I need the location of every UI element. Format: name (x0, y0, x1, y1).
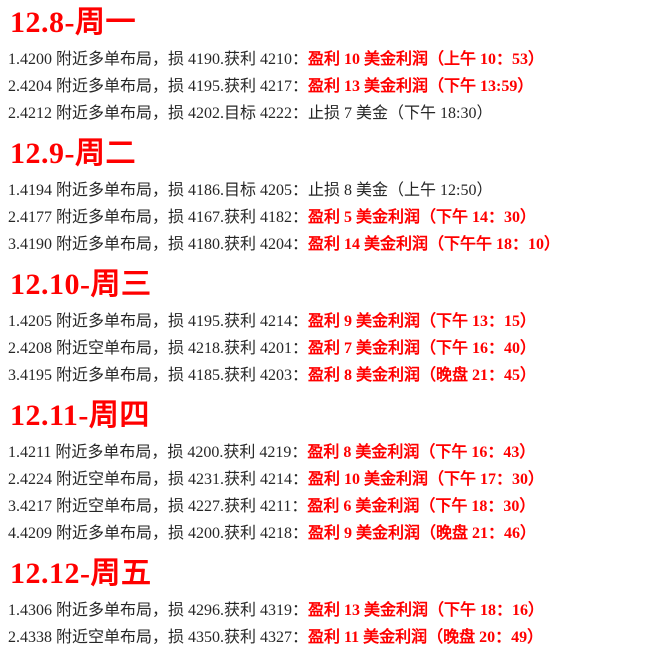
trade-setup-text: 4.4209 附近多单布局，损 4200.获利 4218： (8, 525, 309, 542)
trade-setup-text: 2.4208 附近空单布局，损 4218.获利 4201： (8, 340, 309, 357)
trade-entry: 2.4208 附近空单布局，损 4218.获利 4201：盈利 7 美金利润（下… (8, 335, 645, 362)
trade-result-text: 盈利 10 美金利润（上午 10：53） (308, 51, 545, 68)
trade-entry: 2.4177 附近多单布局，损 4167.获利 4182：盈利 5 美金利润（下… (8, 204, 645, 231)
trade-setup-text: 3.4190 附近多单布局，损 4180.获利 4204： (8, 236, 309, 253)
trade-result-text: 盈利 7 美金利润（下午 16：40） (308, 340, 537, 357)
trade-setup-text: 1.4306 附近多单布局，损 4296.获利 4319： (8, 602, 309, 619)
trade-entry: 1.4211 附近多单布局，损 4200.获利 4219：盈利 8 美金利润（下… (8, 439, 645, 466)
trade-setup-text: 2.4224 附近空单布局，损 4231.获利 4214： (8, 471, 309, 488)
trade-result-text: 盈利 9 美金利润（下午 13：15） (308, 313, 537, 330)
trade-setup-text: 3.4195 附近多单布局，损 4185.获利 4203： (8, 367, 309, 384)
trade-result-text: 盈利 10 美金利润（下午 17：30） (308, 471, 545, 488)
day-heading-friday: 12.12-周五 (10, 557, 152, 590)
trade-result-text: 盈利 13 美金利润（下午 18：16） (308, 602, 545, 619)
day-heading-thursday: 12.11-周四 (10, 399, 150, 432)
trade-result-text: 盈利 9 美金利润（晚盘 21：46） (308, 525, 537, 542)
trade-result-text: 盈利 8 美金利润（晚盘 21：45） (308, 367, 537, 384)
trade-result-text: 盈利 11 美金利润（晚盘 20：49） (308, 629, 544, 646)
trade-entry: 1.4194 附近多单布局，损 4186.目标 4205：止损 8 美金（上午 … (8, 177, 645, 204)
trade-setup-text: 1.4211 附近多单布局，损 4200.获利 4219： (8, 444, 308, 461)
day-heading-monday: 12.8-周一 (10, 6, 136, 39)
trade-setup-text: 1.4194 附近多单布局，损 4186.目标 4205：止损 8 美金（上午 … (8, 182, 493, 199)
trade-entry: 3.4190 附近多单布局，损 4180.获利 4204：盈利 14 美金利润（… (8, 231, 645, 258)
trade-entry: 2.4212 附近多单布局，损 4202.目标 4222：止损 7 美金（下午 … (8, 100, 645, 127)
trade-entry: 1.4205 附近多单布局，损 4195.获利 4214：盈利 9 美金利润（下… (8, 308, 645, 335)
trade-result-text: 盈利 8 美金利润（下午 16：43） (307, 444, 536, 461)
trading-record-document: 12.8-周一 1.4200 附近多单布局，损 4190.获利 4210：盈利 … (0, 7, 649, 651)
trade-entry: 2.4224 附近空单布局，损 4231.获利 4214：盈利 10 美金利润（… (8, 466, 645, 493)
trade-entry: 2.4338 附近空单布局，损 4350.获利 4327：盈利 11 美金利润（… (8, 624, 645, 651)
day-heading-wednesday: 12.10-周三 (10, 268, 152, 301)
trade-setup-text: 3.4217 附近空单布局，损 4227.获利 4211： (8, 498, 308, 515)
trade-entry: 1.4200 附近多单布局，损 4190.获利 4210：盈利 10 美金利润（… (8, 46, 645, 73)
trade-entry: 2.4204 附近多单布局，损 4195.获利 4217：盈利 13 美金利润（… (8, 73, 645, 100)
trade-result-text: 盈利 13 美金利润（下午 13:59） (308, 78, 534, 95)
trade-setup-text: 1.4200 附近多单布局，损 4190.获利 4210： (8, 51, 309, 68)
day-heading-tuesday: 12.9-周二 (10, 137, 136, 170)
trade-setup-text: 2.4177 附近多单布局，损 4167.获利 4182： (8, 209, 309, 226)
trade-entry: 3.4217 附近空单布局，损 4227.获利 4211：盈利 6 美金利润（下… (8, 493, 645, 520)
trade-result-text: 盈利 5 美金利润（下午 14：30） (308, 209, 537, 226)
trade-result-text: 盈利 14 美金利润（下午午 18：10） (308, 236, 561, 253)
trade-setup-text: 2.4204 附近多单布局，损 4195.获利 4217： (8, 78, 309, 95)
trade-result-text: 盈利 6 美金利润（下午 18：30） (307, 498, 536, 515)
trade-entry: 4.4209 附近多单布局，损 4200.获利 4218：盈利 9 美金利润（晚… (8, 520, 645, 547)
trade-entry: 3.4195 附近多单布局，损 4185.获利 4203：盈利 8 美金利润（晚… (8, 362, 645, 389)
trade-setup-text: 2.4338 附近空单布局，损 4350.获利 4327： (8, 629, 309, 646)
trade-setup-text: 1.4205 附近多单布局，损 4195.获利 4214： (8, 313, 309, 330)
trade-setup-text: 2.4212 附近多单布局，损 4202.目标 4222：止损 7 美金（下午 … (8, 105, 493, 122)
trade-entry: 1.4306 附近多单布局，损 4296.获利 4319：盈利 13 美金利润（… (8, 597, 645, 624)
